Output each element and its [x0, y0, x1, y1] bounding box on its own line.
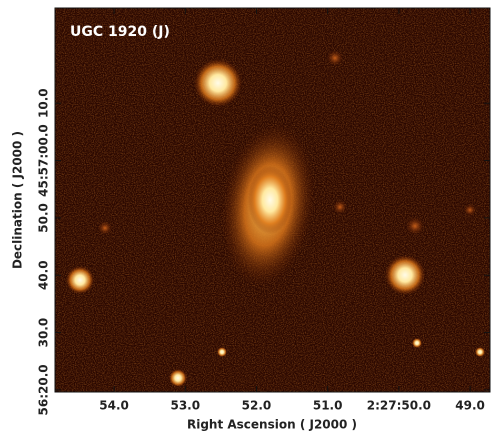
x-tick-label: 2:27:50.0	[367, 399, 431, 413]
chart: UGC 1920 (J) Right Ascension ( J2000 ) D…	[0, 0, 491, 438]
faint-source	[98, 221, 112, 235]
star	[412, 338, 422, 348]
faint-source	[333, 200, 347, 214]
star	[169, 369, 187, 387]
star	[385, 255, 425, 295]
y-tick-label: 45:57:00.0	[37, 124, 51, 197]
faint-source	[406, 217, 424, 235]
y-tick-label: 50.0	[37, 203, 51, 233]
x-tick-label: 54.0	[99, 399, 129, 413]
y-tick-label: 10.0	[37, 88, 51, 118]
y-tick-label: 30.0	[37, 318, 51, 348]
star	[475, 347, 485, 357]
y-tick-label: 56:20.0	[37, 364, 51, 415]
galaxy-core	[248, 166, 292, 234]
faint-source	[464, 204, 476, 216]
faint-source	[327, 50, 343, 66]
star	[194, 59, 242, 107]
x-axis-label: Right Ascension ( J2000 )	[187, 418, 357, 432]
chart-title: UGC 1920 (J)	[70, 24, 170, 40]
star	[66, 266, 94, 294]
y-axis-label: Declination ( J2000 )	[11, 131, 25, 269]
sky-image	[55, 8, 490, 392]
y-tick-label: 40.0	[37, 260, 51, 290]
x-tick-label: 49.0	[455, 399, 485, 413]
x-tick-label: 51.0	[313, 399, 343, 413]
star	[217, 347, 227, 357]
x-tick-label: 52.0	[242, 399, 272, 413]
x-tick-label: 53.0	[170, 399, 200, 413]
